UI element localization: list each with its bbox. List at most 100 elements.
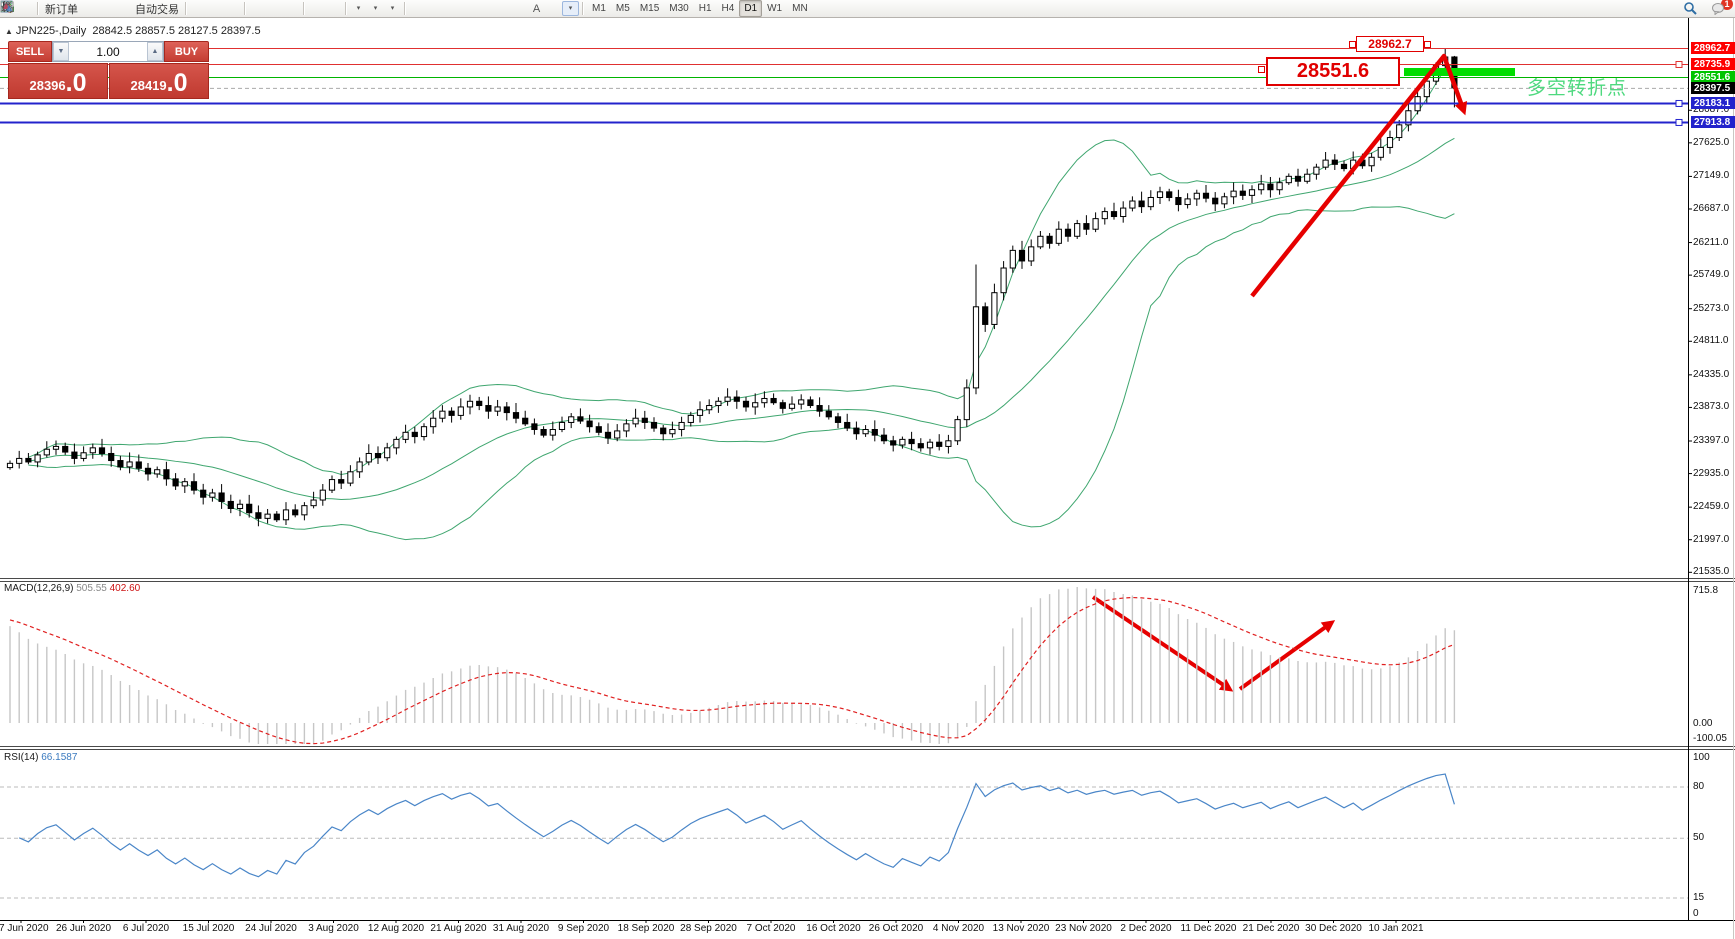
zoom-in-button[interactable] — [0, 0, 266, 16]
strategy-tester-button[interactable] — [1, 1, 115, 16]
arrows-button[interactable]: ▾ — [3, 1, 579, 16]
timeframe-m15[interactable]: M15 — [639, 3, 660, 14]
buy-button[interactable]: BUY — [164, 41, 209, 62]
volume-decrease-button[interactable]: ▼ — [53, 42, 69, 61]
date-label: 18 Sep 2020 — [617, 923, 675, 934]
templates-button[interactable]: ▾ — [0, 1, 401, 16]
support-zone-bar — [1404, 68, 1515, 76]
date-label: 2 Dec 2020 — [1120, 923, 1172, 934]
collapse-triangle-icon[interactable]: ▲ — [5, 27, 13, 36]
rsi-scale-label: 0 — [1693, 908, 1699, 919]
toolbar-separator — [37, 2, 39, 15]
date-label: 21 Aug 2020 — [430, 923, 487, 934]
line-chart-button[interactable] — [0, 1, 241, 16]
price-tick-label: 28087.0 — [1693, 104, 1730, 116]
bollinger-bands — [28, 62, 1455, 541]
price-annotation-28962[interactable]: 28962.7 — [1356, 36, 1424, 52]
toolbar-right: 1 — [1683, 0, 1733, 16]
timeframe-m5[interactable]: M5 — [615, 3, 630, 14]
signals-button[interactable] — [1, 1, 132, 16]
macd-signal-value: 402.60 — [109, 583, 141, 594]
new-order-button[interactable]: 新订单 — [0, 0, 81, 16]
price-tick-label: 24335.0 — [1693, 368, 1730, 380]
text-label-button[interactable]: T — [1, 1, 562, 16]
new-order-label: 新订单 — [45, 3, 78, 16]
data-window-button[interactable] — [0, 1, 34, 16]
toolbar: 新订单 自动交易 — [0, 0, 1735, 18]
price-tick-label: 25749.0 — [1693, 269, 1730, 281]
timeframe-h1[interactable]: H1 — [698, 3, 712, 14]
bull-bear-note[interactable]: 多空转折点 — [1527, 78, 1628, 99]
fibonacci-button[interactable]: F — [1, 1, 528, 16]
one-click-trading-panel: SELL ▼ 1.00 ▲ BUY 28396 .0 28419 .0 — [8, 41, 209, 99]
date-label: 16 Oct 2020 — [806, 923, 861, 934]
auto-trading-button[interactable]: 自动交易 — [1, 1, 182, 16]
timeframe-m1[interactable]: M1 — [592, 3, 606, 14]
price-level-tag: 28551.6 — [1691, 71, 1735, 84]
templates-caret-icon: ▾ — [390, 5, 395, 12]
macd-panel — [9, 587, 1456, 745]
annotation-handle[interactable] — [1349, 41, 1356, 48]
date-label: 17 Jun 2020 — [0, 923, 49, 934]
auto-scroll-button[interactable] — [1, 1, 325, 16]
date-label: 6 Jul 2020 — [122, 923, 170, 934]
date-label: 26 Oct 2020 — [868, 923, 924, 934]
timeframe-h4[interactable]: H4 — [721, 3, 735, 14]
trendline-button[interactable] — [1, 1, 494, 16]
equidistant-channel-button[interactable]: E — [0, 1, 511, 16]
rsi-scale-label: 50 — [1693, 832, 1705, 844]
price-tick-label: 23873.0 — [1693, 401, 1730, 413]
price-tick-label: 27149.0 — [1693, 170, 1730, 182]
annotation-handle[interactable] — [1258, 66, 1265, 73]
sell-price-button[interactable]: 28396 .0 — [8, 63, 108, 99]
cursor-button[interactable] — [3, 1, 426, 16]
candlestick-chart-button[interactable] — [2, 1, 224, 16]
macd-scale-top: 715.8 — [1693, 585, 1719, 596]
annotation-lines — [0, 47, 1692, 573]
toolbar-separator — [404, 2, 406, 15]
volume-increase-button[interactable]: ▲ — [147, 42, 163, 61]
search-button[interactable] — [1683, 1, 1700, 16]
buy-price-button[interactable]: 28419 .0 — [109, 63, 209, 99]
periods-button[interactable]: ▾ — [0, 0, 384, 16]
indicators-button[interactable]: ▾ — [0, 1, 367, 16]
price-tick-label: 24811.0 — [1693, 335, 1729, 347]
price-level-tag: 28183.1 — [1691, 97, 1735, 110]
chart-shift-button[interactable] — [1, 1, 342, 16]
ohlc-values: 28842.5 28857.5 28127.5 28397.5 — [92, 25, 261, 37]
price-tick-label: 26687.0 — [1693, 202, 1730, 214]
crosshair-button[interactable] — [1, 1, 443, 16]
date-label: 11 Dec 2020 — [1180, 923, 1237, 934]
arrows-caret-icon: ▾ — [568, 5, 573, 12]
candles — [6, 48, 1458, 527]
timeframe-mn[interactable]: MN — [792, 3, 808, 14]
history-center-button[interactable] — [0, 1, 98, 16]
annotation-handle[interactable] — [1424, 41, 1431, 48]
price-annotation-28551[interactable]: 28551.6 — [1266, 57, 1400, 86]
date-label: 26 Jun 2020 — [55, 923, 112, 934]
volume-value[interactable]: 1.00 — [96, 44, 120, 59]
date-label: 30 Dec 2020 — [1305, 923, 1362, 934]
notification-badge: 1 — [1721, 0, 1733, 10]
text-button[interactable]: A — [532, 2, 541, 15]
timeframe-w1[interactable]: W1 — [767, 3, 783, 14]
date-label: 13 Nov 2020 — [992, 923, 1050, 934]
price-tick-label: 21997.0 — [1693, 533, 1730, 545]
tile-windows-button[interactable] — [1, 1, 300, 16]
price-level-tag: 27913.8 — [1691, 116, 1735, 129]
date-label: 31 Aug 2020 — [492, 923, 550, 934]
timeframe-d1[interactable]: D1 — [739, 0, 763, 17]
bar-chart-button[interactable] — [2, 1, 207, 16]
svg-text:E: E — [10, 8, 14, 13]
date-label: 4 Nov 2020 — [932, 923, 985, 934]
horizontal-line-button[interactable] — [1, 1, 477, 16]
sell-button[interactable]: SELL — [8, 41, 52, 62]
vertical-line-button[interactable] — [3, 1, 460, 16]
date-label: 21 Dec 2020 — [1242, 923, 1300, 934]
zoom-out-button[interactable] — [0, 0, 283, 16]
timeframe-m30[interactable]: M30 — [669, 3, 689, 14]
price-level-tag: 28735.9 — [1691, 58, 1735, 71]
notifications-button[interactable]: 1 — [1710, 0, 1733, 16]
date-label: 12 Aug 2020 — [367, 923, 425, 934]
